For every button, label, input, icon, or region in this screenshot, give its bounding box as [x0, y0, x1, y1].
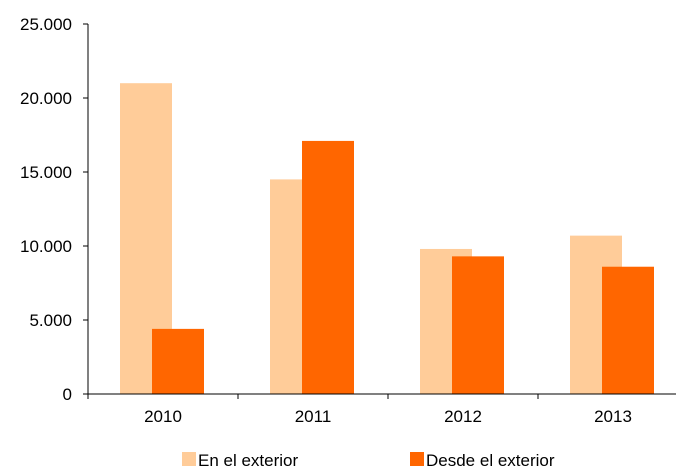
x-tick-label: 2010 [144, 407, 182, 426]
x-ticks-group: 2010 2011 2012 2013 [87, 394, 632, 426]
x-tick-label: 2011 [295, 407, 332, 426]
y-tick-label: 20.000 [20, 89, 72, 108]
x-tick-label: 2012 [444, 407, 482, 426]
bar-desde-el-exterior-2012 [452, 256, 504, 394]
bar-desde-el-exterior-2011 [302, 140, 354, 394]
y-tick-label: 10.000 [20, 237, 72, 256]
legend-label: En el exterior [198, 451, 298, 469]
x-tick-label: 2013 [594, 407, 632, 426]
legend-label: Desde el exterior [426, 451, 555, 469]
bar-desde-el-exterior-2013 [602, 266, 654, 394]
legend-swatch [410, 452, 424, 466]
y-ticks-group: 0 5.000 10.000 15.000 20.000 25.000 [20, 15, 88, 404]
y-tick-label: 15.000 [20, 163, 72, 182]
legend-swatch [182, 452, 196, 466]
y-tick-label: 25.000 [20, 15, 72, 34]
bar-desde-el-exterior-2010 [152, 328, 204, 394]
y-tick-label: 0 [63, 385, 72, 404]
y-tick-label: 5.000 [29, 311, 72, 330]
legend: En el exterior Desde el exterior [182, 451, 555, 469]
bars-group [120, 83, 654, 394]
